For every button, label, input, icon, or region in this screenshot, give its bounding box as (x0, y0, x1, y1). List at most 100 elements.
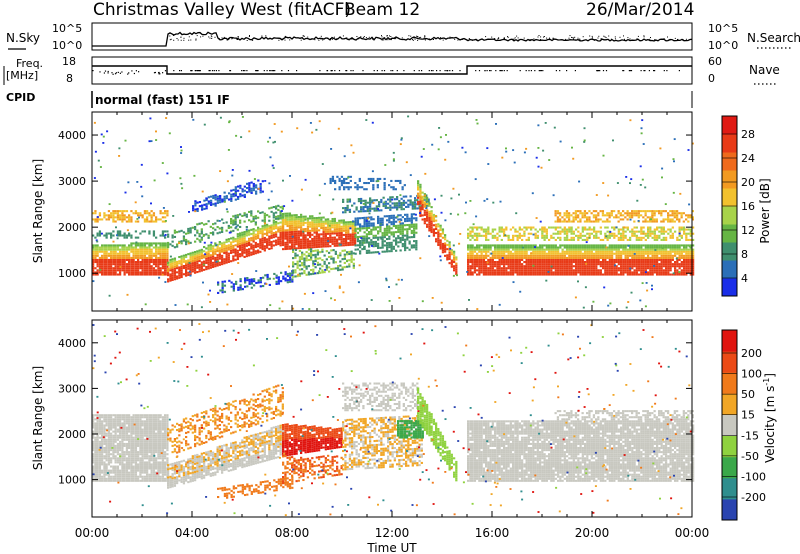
power-cell (590, 244, 593, 247)
power-cell (656, 265, 659, 268)
power-cell (563, 254, 566, 257)
power-cell (406, 238, 409, 241)
power-cell (279, 225, 282, 228)
power-cell (288, 233, 292, 236)
power-cell (428, 214, 431, 217)
power-cell (413, 233, 416, 236)
power-cell (570, 236, 573, 239)
power-cell (354, 234, 357, 237)
power-cell (527, 244, 530, 247)
power-cell (559, 258, 562, 261)
power-cell (146, 246, 149, 249)
power-cell (640, 261, 643, 264)
power-cell (561, 230, 564, 233)
power-cell (566, 236, 569, 239)
nsearch-point (569, 35, 571, 37)
power-cell (347, 231, 350, 234)
power-cell (112, 214, 115, 217)
power-cell (96, 254, 99, 257)
power-cell (209, 254, 212, 257)
power-cell (346, 209, 349, 212)
power-cell (608, 246, 611, 249)
power-cell (166, 248, 169, 251)
power-cell (134, 250, 138, 253)
power-cell (523, 248, 526, 251)
power-cell (295, 236, 298, 239)
power-cell (347, 227, 350, 230)
power-cell (372, 224, 375, 227)
power-cell (322, 241, 325, 244)
nsearch-point (263, 38, 265, 40)
power-cell (300, 228, 303, 231)
power-cell (230, 245, 233, 248)
power-cell (444, 238, 447, 241)
power-cell (282, 248, 285, 251)
power-cell (599, 230, 602, 233)
power-cell (514, 263, 517, 266)
power-cell (121, 261, 124, 264)
nsearch-tick-low: 10^0 (708, 39, 738, 52)
power-cell (259, 230, 262, 233)
nave-point (663, 70, 665, 72)
power-cell (428, 221, 431, 224)
power-cell (656, 273, 659, 276)
power-cell (318, 235, 321, 238)
power-cell (653, 254, 656, 257)
power-cell (557, 230, 560, 233)
power-cell (363, 225, 366, 228)
power-cell (423, 203, 426, 206)
nsearch-point (533, 38, 535, 40)
nsearch-point (423, 37, 425, 39)
power-cell (613, 232, 616, 235)
power-cell (476, 254, 479, 257)
power-cell (245, 255, 248, 258)
power-cell (101, 218, 104, 221)
power-cell (372, 177, 375, 180)
power-cell (275, 274, 278, 277)
power-cell (261, 235, 264, 238)
power-cell (496, 246, 499, 249)
power-cell (205, 266, 208, 269)
power-cell (404, 220, 407, 223)
nave-point (255, 70, 257, 72)
power-cell (372, 184, 375, 187)
power-cell (359, 235, 362, 238)
power-cell (119, 252, 122, 255)
power-cell (173, 272, 177, 275)
power-cell (548, 250, 551, 253)
power-cell (189, 258, 192, 261)
power-cell (207, 234, 210, 237)
power-cell (243, 247, 246, 250)
power-cell (559, 254, 562, 257)
power-cell (123, 246, 126, 249)
power-cell (248, 242, 251, 245)
power-cell (148, 254, 151, 257)
power-cell (384, 202, 387, 205)
power-cell (545, 228, 548, 231)
power-cell (336, 226, 339, 229)
power-cell (143, 210, 147, 213)
power-cell (236, 258, 239, 261)
power-cell (279, 221, 282, 224)
power-cell (500, 254, 503, 257)
power-cell (320, 227, 323, 230)
power-cell (191, 268, 194, 271)
power-cell (444, 234, 447, 237)
power-cell (277, 240, 280, 243)
power-cell (343, 188, 346, 191)
power-cell (227, 254, 230, 257)
power-cell (130, 248, 133, 251)
power-cell (417, 196, 420, 199)
power-cell (687, 256, 690, 259)
power-cell (676, 263, 679, 266)
power-cell (119, 273, 122, 276)
nsearch-point (180, 36, 182, 38)
power-cell (306, 230, 310, 233)
power-cell (298, 260, 302, 263)
power-cell (647, 261, 650, 264)
power-cell (235, 280, 238, 283)
power-cell (550, 269, 553, 272)
power-cell (320, 220, 323, 223)
power-cell (348, 200, 352, 203)
nave-point (270, 70, 272, 72)
